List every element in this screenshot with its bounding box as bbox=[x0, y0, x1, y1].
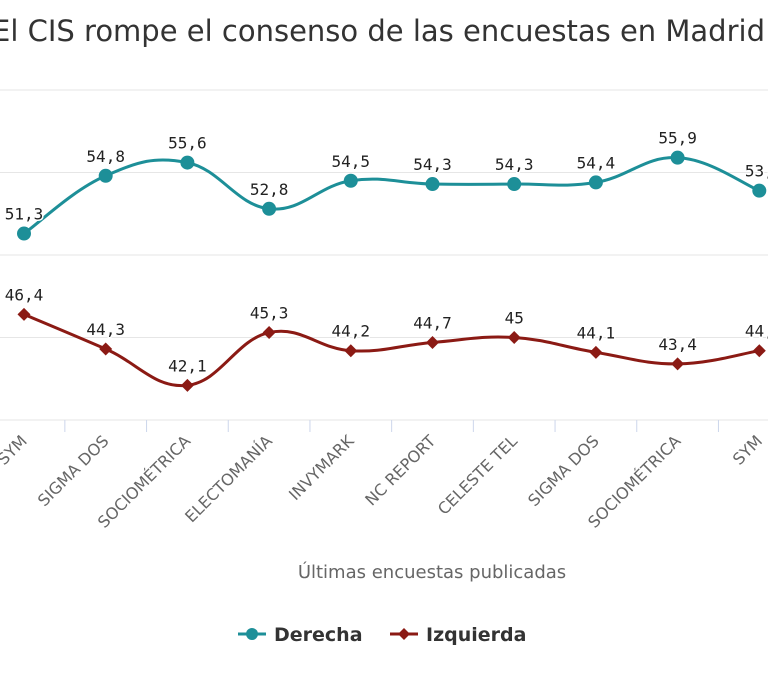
x-tick-label: CELESTE TEL bbox=[434, 431, 521, 518]
grid-lines bbox=[0, 89, 768, 421]
data-label-derecha: 53, bbox=[745, 162, 768, 181]
data-point-derecha[interactable] bbox=[17, 226, 31, 241]
series-line-derecha bbox=[23, 156, 760, 235]
data-label-derecha: 54,5 bbox=[332, 152, 371, 171]
legend-item-derecha[interactable]: Derecha bbox=[238, 624, 363, 646]
data-point-derecha[interactable] bbox=[180, 155, 195, 170]
data-label-derecha: 54,3 bbox=[495, 155, 534, 174]
x-tick-label: NC REPORT bbox=[361, 431, 439, 509]
data-label-izquierda: 45 bbox=[505, 309, 524, 328]
data-point-derecha[interactable] bbox=[343, 173, 358, 188]
series-group bbox=[17, 150, 767, 392]
x-tick-label: SYM bbox=[729, 431, 766, 468]
x-tick-label: ELECTOMANÍA bbox=[181, 431, 276, 526]
data-label-izquierda: 44, bbox=[745, 322, 768, 341]
data-label-izquierda: 42,1 bbox=[168, 356, 207, 375]
data-point-izquierda[interactable] bbox=[589, 345, 603, 359]
data-label-derecha: 51,3 bbox=[5, 205, 44, 224]
data-point-derecha[interactable] bbox=[98, 168, 113, 183]
legend-marker-derecha bbox=[246, 628, 258, 640]
data-label-derecha: 55,6 bbox=[168, 134, 207, 153]
data-label-derecha: 54,3 bbox=[413, 155, 452, 174]
data-point-izquierda[interactable] bbox=[426, 335, 439, 349]
x-tick-label: SIGMA DOS bbox=[524, 431, 603, 510]
data-point-izquierda[interactable] bbox=[262, 326, 276, 340]
legend-marker-izquierda bbox=[398, 628, 410, 640]
data-label-derecha: 54,4 bbox=[577, 153, 616, 172]
data-label-izquierda: 44,1 bbox=[577, 323, 616, 342]
data-point-derecha[interactable] bbox=[425, 177, 440, 192]
data-label-izquierda: 46,4 bbox=[5, 285, 44, 304]
data-point-derecha[interactable] bbox=[507, 177, 522, 192]
legend-label-derecha: Derecha bbox=[274, 624, 363, 646]
chart-title: El CIS rompe el consenso de las encuesta… bbox=[0, 14, 765, 48]
data-label-derecha: 55,9 bbox=[658, 129, 697, 148]
x-tick-label: SYM bbox=[0, 431, 31, 468]
data-label-izquierda: 44,2 bbox=[332, 322, 371, 341]
data-point-derecha[interactable] bbox=[262, 201, 277, 216]
data-label-izquierda: 43,4 bbox=[658, 335, 697, 354]
data-point-izquierda[interactable] bbox=[99, 342, 113, 356]
data-label-derecha: 52,8 bbox=[250, 180, 289, 199]
data-labels: 51,3 54,8 55,6 52,8 54,5 54,3 54,3 54,4 55,9 53, 4… bbox=[3, 127, 768, 377]
data-point-izquierda[interactable] bbox=[507, 331, 521, 344]
x-axis-title: Últimas encuestas publicadas bbox=[298, 561, 566, 583]
data-point-izquierda[interactable] bbox=[180, 378, 194, 392]
data-point-izquierda[interactable] bbox=[344, 344, 358, 358]
data-label-izquierda: 44,3 bbox=[86, 320, 125, 339]
data-point-izquierda[interactable] bbox=[752, 344, 766, 358]
data-label-izquierda: 45,3 bbox=[250, 304, 289, 323]
legend-label-izquierda: Izquierda bbox=[426, 624, 526, 646]
x-tick-label: INVYMARK bbox=[285, 431, 358, 504]
data-point-derecha[interactable] bbox=[670, 150, 685, 165]
legend[interactable]: Derecha Izquierda bbox=[238, 624, 526, 646]
data-point-izquierda[interactable] bbox=[671, 357, 685, 371]
series-line-izquierda bbox=[23, 313, 760, 388]
data-point-izquierda[interactable] bbox=[17, 307, 31, 321]
data-point-derecha[interactable] bbox=[752, 183, 767, 198]
data-label-izquierda: 44,7 bbox=[413, 313, 452, 332]
x-tick-label: SIGMA DOS bbox=[34, 431, 113, 510]
data-point-derecha[interactable] bbox=[588, 175, 603, 190]
data-label-derecha: 54,8 bbox=[86, 147, 125, 166]
x-axis-ticks bbox=[64, 420, 719, 432]
legend-item-izquierda[interactable]: Izquierda bbox=[390, 624, 526, 646]
